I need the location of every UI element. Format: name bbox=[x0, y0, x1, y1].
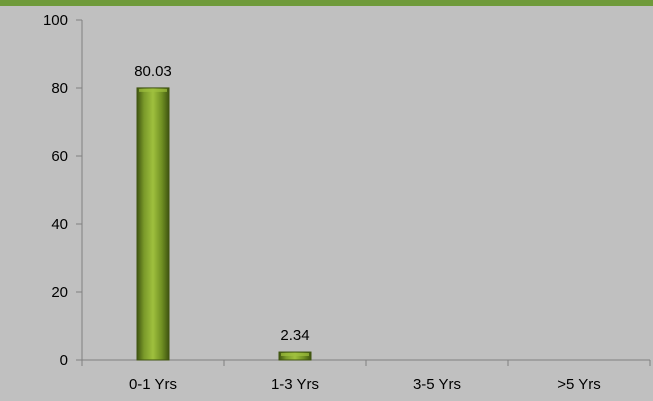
x-tick-label: 1-3 Yrs bbox=[271, 376, 319, 393]
y-tick-label: 60 bbox=[51, 148, 68, 165]
axes bbox=[76, 19, 651, 366]
x-tick-label: >5 Yrs bbox=[557, 376, 601, 393]
labels: 0 20 40 60 80 100 80.03 0-1 Yrs 2.34 1-3 Yrs 3-5 Y… bbox=[43, 12, 601, 393]
y-tick-label: 0 bbox=[60, 352, 68, 369]
bar-bevel bbox=[139, 88, 167, 92]
x-tick-label: 0-1 Yrs bbox=[129, 376, 177, 393]
y-tick-label: 40 bbox=[51, 216, 68, 233]
y-tick-label: 80 bbox=[51, 80, 68, 97]
header-band bbox=[0, 0, 653, 6]
y-tick-label: 20 bbox=[51, 284, 68, 301]
x-tick-label: 3-5 Yrs bbox=[413, 376, 461, 393]
data-label: 2.34 bbox=[280, 327, 309, 344]
bar bbox=[136, 87, 170, 361]
bar-bevel bbox=[281, 353, 309, 357]
bars bbox=[136, 87, 312, 361]
y-tick-label: 100 bbox=[43, 12, 68, 29]
data-label: 80.03 bbox=[134, 63, 172, 80]
